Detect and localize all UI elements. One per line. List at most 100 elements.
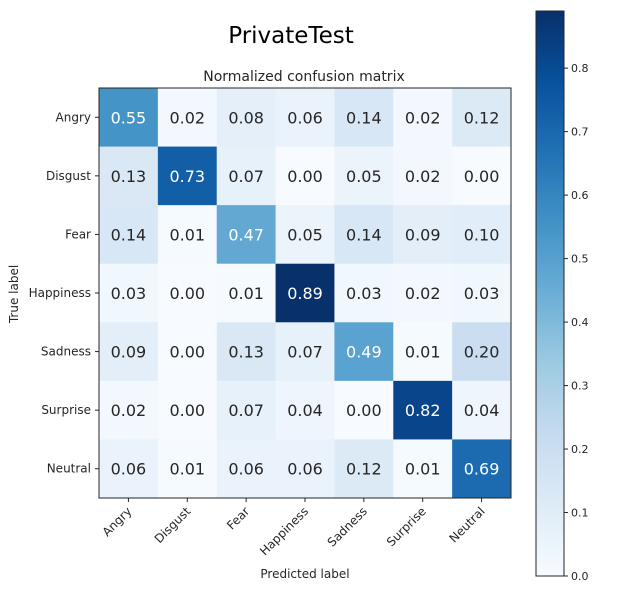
cell-value-label: 0.14 [346, 225, 382, 244]
heatmap-cell [157, 322, 218, 382]
y-tick-label: Fear [65, 227, 91, 241]
y-axis-label: True label [7, 265, 21, 324]
cell-value-label: 0.02 [405, 108, 441, 127]
colorbar [535, 10, 565, 577]
heatmap-cell [334, 380, 394, 440]
heatmap-cell [393, 263, 453, 323]
heatmap-cell [452, 322, 512, 382]
heatmap-cell [216, 263, 277, 323]
colorbar-ticks: 0.0 0.1 0.2 0.3 0.4 0.5 0.6 0.7 0.8 [564, 62, 589, 583]
heatmap-cell [99, 439, 159, 499]
heatmap-cell [334, 263, 394, 323]
heatmap-cell [334, 88, 394, 148]
x-axis-ticks: Angry Disgust Fear Happiness Sadness Surprise… [100, 498, 488, 558]
cell-value-label: 0.05 [346, 167, 382, 186]
cell-value-label: 0.13 [228, 343, 264, 362]
cell-value-label: 0.89 [287, 284, 323, 303]
heatmap-cell [452, 263, 512, 323]
heatmap-cell [334, 205, 394, 265]
heatmap-cell [99, 322, 159, 382]
heatmap-cell [275, 88, 335, 148]
cell-value-label: 0.06 [287, 460, 323, 479]
chart-title: Normalized confusion matrix [203, 69, 405, 85]
cell-value-label: 0.47 [228, 225, 264, 244]
heatmap-cell [452, 88, 512, 148]
heatmap-cell [157, 88, 218, 148]
heatmap-cell [157, 205, 218, 265]
x-tick-label: Angry [100, 504, 135, 539]
y-tick-label: Surprise [41, 403, 91, 417]
cell-value-label: 0.13 [111, 167, 147, 186]
heatmap-cell [99, 380, 159, 440]
heatmap-cell [99, 146, 159, 206]
heatmap-cell [216, 439, 277, 499]
heatmap-cell [216, 205, 277, 265]
x-tick-label: Surprise [384, 504, 429, 549]
cell-value-label: 0.04 [287, 401, 323, 420]
cell-value-label: 0.03 [464, 284, 500, 303]
cell-value-label: 0.69 [464, 460, 500, 479]
cell-value-label: 0.55 [111, 108, 147, 127]
heatmap-cell [452, 380, 512, 440]
heatmap-cell [334, 439, 394, 499]
cell-value-label: 0.14 [111, 225, 147, 244]
heatmap-cell [334, 322, 394, 382]
cell-value-label: 0.00 [169, 401, 205, 420]
cell-value-label: 0.49 [346, 343, 382, 362]
heatmap-cell [393, 146, 453, 206]
colorbar-tick-label: 0.2 [571, 443, 589, 456]
heatmap-cells: 0.55 0.02 0.08 0.06 0.14 0.02 0.12 0.13 0.73 0.07… [99, 88, 512, 499]
cell-value-label: 0.01 [169, 460, 205, 479]
colorbar-tick-label: 0.7 [571, 126, 589, 139]
cell-value-label: 0.12 [464, 108, 500, 127]
cell-value-label: 0.73 [169, 167, 205, 186]
cell-value-label: 0.03 [111, 284, 147, 303]
cell-value-label: 0.00 [287, 167, 323, 186]
y-tick-label: Happiness [29, 286, 91, 300]
heatmap-cell [157, 380, 218, 440]
y-tick-label: Angry [56, 110, 91, 124]
y-tick-label: Neutral [47, 462, 91, 476]
colorbar-tick-label: 0.5 [571, 253, 589, 266]
cell-value-label: 0.06 [111, 460, 147, 479]
cell-value-label: 0.09 [111, 343, 147, 362]
y-axis-ticks: Angry Disgust Fear Happiness Sadness Surprise… [29, 110, 99, 476]
cell-value-label: 0.02 [169, 108, 205, 127]
heatmap-cell [275, 263, 335, 323]
cell-value-label: 0.04 [464, 401, 500, 420]
cell-value-label: 0.14 [346, 108, 382, 127]
cell-value-label: 0.01 [405, 343, 441, 362]
cell-value-label: 0.07 [287, 343, 323, 362]
heatmap-cell [99, 205, 159, 265]
heatmap-cell [99, 263, 159, 323]
colorbar-tick-label: 0.6 [571, 189, 589, 202]
heatmap-cell [216, 380, 277, 440]
cell-value-label: 0.03 [346, 284, 382, 303]
colorbar-tick-label: 0.3 [571, 380, 589, 393]
cell-value-label: 0.05 [287, 225, 323, 244]
heatmap-cell [216, 88, 277, 148]
heatmap-cell [216, 322, 277, 382]
heatmap-cell [275, 322, 335, 382]
heatmap-cell [275, 205, 335, 265]
x-tick-label: Fear [224, 504, 252, 532]
x-tick-label: Happiness [257, 504, 311, 558]
heatmap-cell [393, 205, 453, 265]
figure-title: PrivateTest [228, 23, 353, 49]
cell-value-label: 0.20 [464, 343, 500, 362]
cell-value-label: 0.10 [464, 225, 500, 244]
cell-value-label: 0.06 [287, 108, 323, 127]
heatmap-cell [157, 439, 218, 499]
cell-value-label: 0.12 [346, 460, 382, 479]
heatmap-cell [393, 88, 453, 148]
colorbar-tick-label: 0.1 [571, 507, 589, 520]
cell-value-label: 0.01 [169, 225, 205, 244]
x-tick-label: Neutral [446, 504, 487, 545]
colorbar-tick-label: 0.8 [571, 62, 589, 75]
cell-value-label: 0.00 [169, 343, 205, 362]
cell-value-label: 0.07 [228, 401, 264, 420]
heatmap-cell [157, 146, 218, 206]
cell-value-label: 0.02 [405, 284, 441, 303]
cell-value-label: 0.00 [464, 167, 500, 186]
cell-value-label: 0.01 [405, 460, 441, 479]
